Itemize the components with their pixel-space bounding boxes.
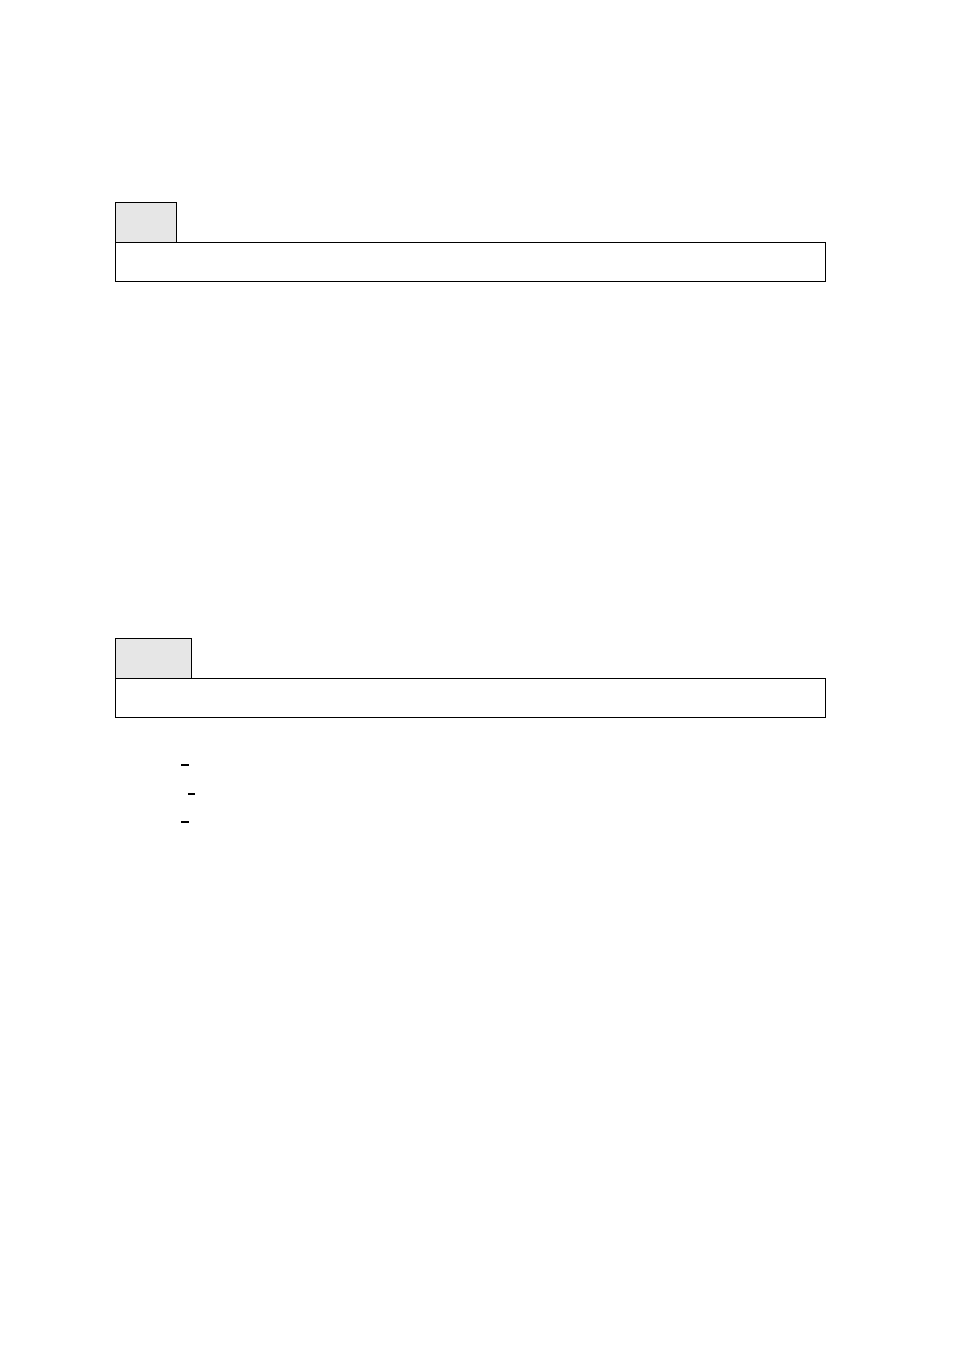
section-1-tab [115, 202, 177, 242]
bullet-mark-icon [188, 793, 195, 795]
bullet-mark-icon [181, 821, 189, 823]
section-2-tab [115, 638, 192, 678]
section-1-body [115, 242, 826, 282]
document-page: { "page": { "width_px": 954, "height_px"… [0, 0, 954, 1350]
section-2-body [115, 678, 826, 718]
bullet-mark-icon [181, 764, 189, 766]
